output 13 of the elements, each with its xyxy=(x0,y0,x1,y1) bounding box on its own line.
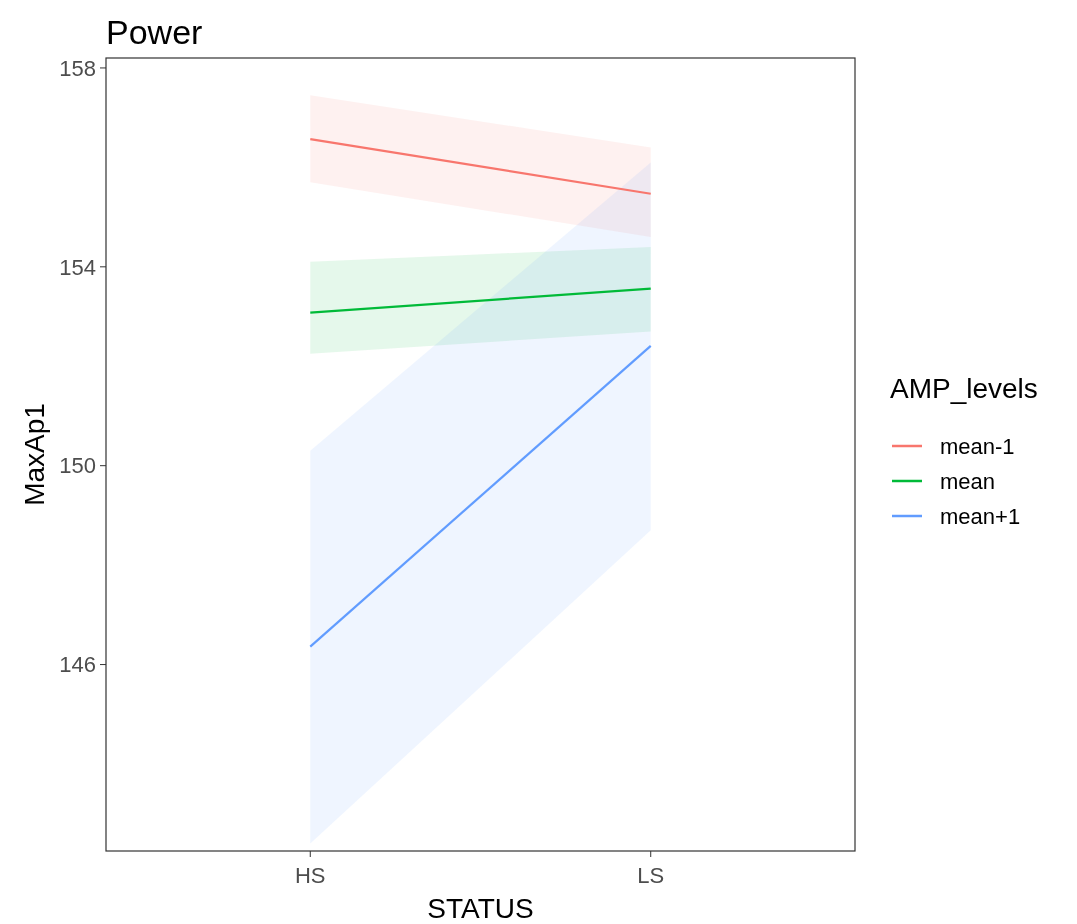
y-tick-label: 158 xyxy=(59,55,96,81)
chart-title: Power xyxy=(106,13,203,51)
y-tick-label: 150 xyxy=(59,453,96,479)
x-tick-label: LS xyxy=(637,863,665,888)
x-axis-title: STATUS xyxy=(427,893,534,924)
legend-label: mean-1 xyxy=(940,433,1015,459)
legend-title: AMP_levels xyxy=(890,373,1038,404)
y-tick-label: 154 xyxy=(59,254,96,280)
legend-label: mean+1 xyxy=(940,503,1021,529)
legend-label: mean xyxy=(940,468,996,494)
y-axis-title: MaxAp1 xyxy=(19,403,50,506)
y-tick-label: 146 xyxy=(59,652,96,678)
x-tick-label: HS xyxy=(294,863,326,888)
